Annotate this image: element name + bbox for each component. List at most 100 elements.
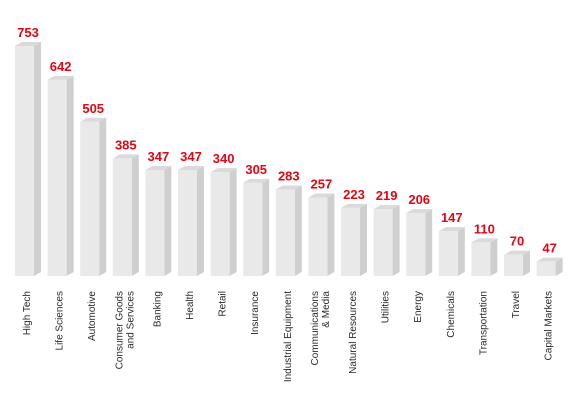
bar-front-face [47,79,67,276]
bar-front-face [471,242,491,276]
bar-front-face [210,172,230,276]
category-label: Utilities [381,291,392,323]
bar-14 [438,227,465,276]
value-label: 257 [311,177,333,192]
bar-top-face [406,209,433,214]
value-labels-group: 753 642 505 385 347 347 340 305 283 257 223 219 206 1… [17,25,557,256]
bar-top-face [308,193,335,198]
value-label: 110 [474,221,495,236]
bar-9 [275,185,302,276]
bar-8 [243,178,270,276]
bar-side-face [294,185,302,276]
bar-side-face [327,193,335,276]
bar-top-face [178,166,204,171]
bar-side-face [425,209,433,276]
value-label: 70 [510,234,524,249]
bar-top-face [243,178,270,183]
bar-5 [145,166,172,276]
value-label: 47 [542,241,556,256]
bar-front-face [178,170,197,276]
category-label: Chemicals [446,291,457,338]
bar-front-face [275,189,295,276]
category-label: Banking [152,291,163,327]
value-label: 642 [50,59,72,74]
bar-16 [504,250,530,276]
value-label: 283 [278,169,300,184]
bar-top-face [373,205,400,210]
bar-top-face [275,185,302,190]
value-label: 206 [408,192,430,207]
bar-front-face [406,213,426,276]
bar-top-face [210,168,237,173]
bar-15 [471,238,498,276]
value-label: 505 [82,101,104,116]
bar-3 [80,117,107,276]
bar-1 [15,42,41,276]
bar-17 [536,257,563,276]
category-label: Communications& Media [310,291,332,366]
bar-6 [178,166,204,276]
bar-front-face [80,121,100,276]
bar-front-face [341,207,360,276]
bar-front-face [145,170,165,276]
value-label: 347 [180,149,202,164]
category-label: Capital Markets [544,291,555,360]
bar-4 [112,154,139,276]
bar-top-face [471,238,498,243]
bar-side-face [392,205,400,276]
value-label: 147 [441,210,463,225]
bar-top-face [438,227,465,232]
bar-top-face [80,117,107,122]
bar-2 [47,75,74,276]
category-label: Retail [218,291,229,317]
value-label: 347 [148,149,170,164]
category-label: High Tech [22,291,33,335]
category-label: Transportation [478,291,489,355]
value-label: 223 [343,187,365,202]
bar-11 [341,203,367,276]
category-label: Automotive [87,291,98,341]
bar-top-face [536,257,563,262]
bar-side-face [66,75,74,276]
bar-top-face [504,250,530,255]
value-label: 305 [245,162,267,177]
category-label: Consumer Goodsand Services [114,291,136,369]
bar-13 [406,209,433,276]
bar-side-face [262,178,270,276]
bar-front-face [536,261,556,276]
bar-front-face [112,158,132,276]
bar-front-face [243,182,263,276]
bar-side-face [523,250,530,276]
category-labels-group: High Tech Life Sciences Automotive Consumer… [22,291,555,383]
bar-side-face [360,203,367,276]
category-label: Health [185,291,196,320]
category-label: Life Sciences [55,291,66,350]
category-label: Travel [511,291,522,318]
bar-front-face [373,209,393,276]
bar-12 [373,205,400,276]
value-label: 340 [213,151,235,166]
bar-side-face [164,166,172,276]
bar-side-face [555,257,563,276]
bar-top-face [145,166,172,171]
bar-front-face [438,231,458,276]
bar-side-face [34,42,41,276]
bar-front-face [308,197,328,276]
bar-top-face [47,75,74,80]
bar-side-face [131,154,139,276]
bar-top-face [15,42,41,46]
bar-side-face [197,166,204,276]
bar-front-face [504,254,523,276]
bar-top-face [341,203,367,208]
bar-top-face [112,154,139,159]
category-label: Natural Resources [348,291,359,374]
bar-side-face [99,117,107,276]
value-label: 219 [376,188,398,203]
bars-group [15,42,563,276]
value-label: 753 [17,25,39,40]
bar-7 [210,168,237,276]
bar-10 [308,193,335,276]
bar-side-face [490,238,498,276]
category-label: Industrial Equipment [283,291,294,382]
